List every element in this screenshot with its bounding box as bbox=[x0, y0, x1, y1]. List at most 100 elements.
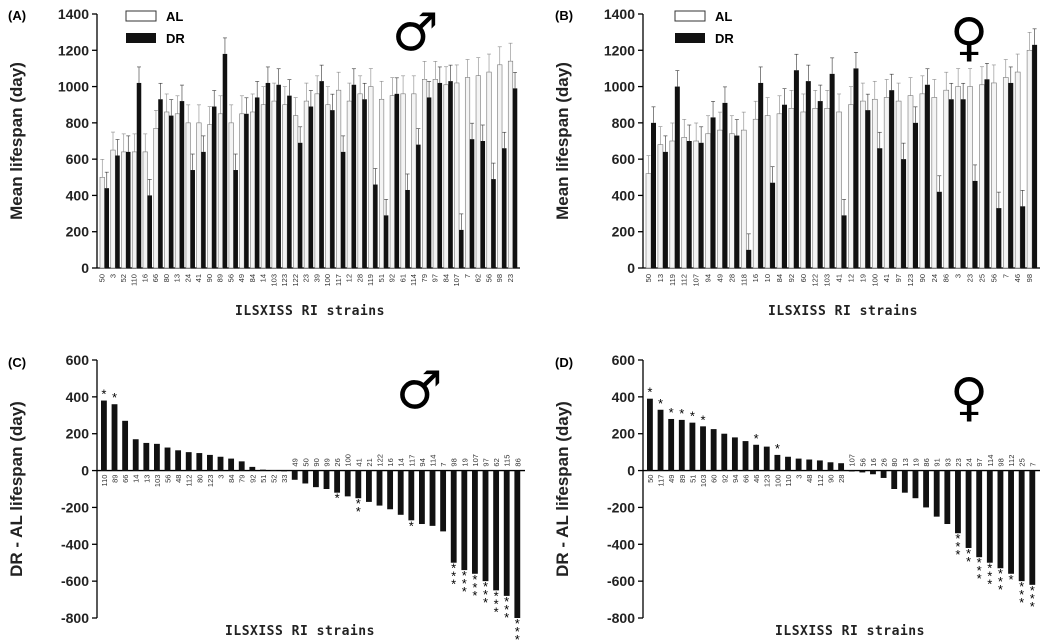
panel-4-bar bbox=[838, 463, 845, 471]
panel-4-bar bbox=[923, 470, 930, 508]
panel-2-legend-al-swatch bbox=[674, 10, 706, 22]
panel-3-y-tick-label: -800 bbox=[61, 610, 89, 626]
panel-3-bar bbox=[334, 470, 341, 493]
panel-3-significance-star: * bbox=[335, 491, 340, 506]
panel-2-category-label: 92 bbox=[787, 274, 796, 282]
panel-1-bar-dr bbox=[405, 189, 410, 268]
panel-3-category-label: 14 bbox=[397, 458, 406, 466]
panel-2-category-label: 41 bbox=[882, 274, 891, 282]
panel-3-bar bbox=[111, 404, 118, 471]
panel-3-significance-star: * bbox=[356, 504, 361, 519]
panel-2-bar-al bbox=[895, 100, 902, 269]
panel-2-category-label: 50 bbox=[644, 274, 653, 282]
panel-1-bar-al bbox=[443, 84, 449, 269]
panel-1-category-label: 84 bbox=[441, 274, 450, 282]
panel-4-category-label: 103 bbox=[699, 475, 708, 488]
panel-4-significance-star: * bbox=[955, 531, 960, 546]
panel-4-significance-star: * bbox=[700, 412, 705, 427]
panel-2-category-label: 7 bbox=[1001, 274, 1010, 278]
panel-2-category-label: 60 bbox=[799, 274, 808, 282]
panel-3-bar bbox=[228, 458, 235, 471]
panel-3-bar bbox=[281, 470, 288, 472]
panel-1-category-label: 98 bbox=[495, 274, 504, 282]
panel-2-y-tick-label: 1200 bbox=[604, 42, 635, 58]
panel-1-bar-dr bbox=[351, 84, 357, 268]
panel-4-category-label: 98 bbox=[996, 458, 1005, 466]
panel-3-bar bbox=[175, 450, 182, 471]
panel-4-significance-star: * bbox=[977, 571, 982, 586]
panel-3-bar bbox=[355, 470, 362, 499]
panel-3-category-label: 26 bbox=[333, 458, 342, 466]
panel-3-significance-star: * bbox=[494, 596, 499, 611]
panel-1-bar-al bbox=[400, 93, 406, 269]
panel-2-bar-dr bbox=[972, 180, 978, 268]
panel-3-significance-star: * bbox=[515, 616, 520, 631]
panel-1-bar-dr bbox=[201, 151, 206, 268]
panel-4-category-label: 13 bbox=[901, 458, 910, 466]
panel-1-y-tick-label: 0 bbox=[81, 260, 89, 276]
panel-3-category-label: 90 bbox=[312, 458, 321, 466]
panel-1-category-label: 51 bbox=[377, 274, 386, 282]
panel-1-category-label: 89 bbox=[216, 274, 225, 282]
panel-4-bar bbox=[785, 456, 791, 471]
panel-3-significance-star: * bbox=[494, 588, 499, 603]
panel-4-significance-star: * bbox=[647, 385, 652, 400]
panel-4-bar bbox=[1008, 470, 1014, 574]
panel-2-bar-al bbox=[919, 93, 926, 269]
panel-2-bar-al bbox=[776, 113, 783, 269]
panel-3-category-label: 48 bbox=[174, 475, 183, 483]
panel-3-significance-star: * bbox=[112, 390, 117, 405]
panel-1-bar-dr bbox=[233, 170, 238, 268]
panel-2-category-label: 19 bbox=[858, 274, 867, 282]
panel-1-bar-dr bbox=[147, 195, 152, 268]
panel-1-bar-al bbox=[497, 64, 503, 269]
panel-3-category-label: 92 bbox=[248, 475, 257, 483]
panel-1-bar-dr bbox=[190, 170, 195, 268]
panel-1-bar-al bbox=[368, 86, 374, 269]
panel-4-category-label: 28 bbox=[837, 475, 846, 483]
panel-2-legend-dr-swatch bbox=[675, 33, 705, 43]
panel-3-bar bbox=[122, 420, 129, 471]
panel-1-bar-dr bbox=[373, 184, 378, 268]
panel-2-bar-dr bbox=[722, 102, 728, 269]
panel-3-category-label: 86 bbox=[513, 458, 522, 466]
panel-3-bar bbox=[387, 470, 394, 510]
panel-1-bar-dr bbox=[136, 82, 142, 268]
panel-2-category-label: 56 bbox=[989, 274, 998, 282]
panel-2-category-label: 10 bbox=[763, 274, 772, 282]
panel-3-bar bbox=[323, 470, 330, 489]
panel-4-y-tick-label: -200 bbox=[607, 499, 635, 515]
panel-4-panel-label: (D) bbox=[555, 355, 573, 370]
panel-3-significance-star: * bbox=[451, 569, 456, 584]
panel-1-category-label: 7 bbox=[463, 274, 472, 278]
panel-3-bar bbox=[185, 452, 192, 471]
panel-3-significance-star: * bbox=[356, 496, 361, 511]
panel-3-sex-symbol: ♂ bbox=[396, 361, 443, 421]
panel-3-significance-star: * bbox=[101, 387, 106, 402]
panel-3-category-label: 41 bbox=[354, 458, 363, 466]
panel-2-y-axis-label: Mean lifespan (day) bbox=[553, 62, 572, 220]
panel-2-category-label: 28 bbox=[727, 274, 736, 282]
panel-4-bar bbox=[731, 437, 738, 471]
panel-2-bar-al bbox=[943, 89, 950, 269]
panel-3-y-tick-label: -400 bbox=[61, 536, 89, 552]
panel-1-bar-al bbox=[282, 104, 288, 269]
panel-1-bar-al bbox=[454, 82, 460, 269]
panel-4-significance-star: * bbox=[679, 406, 684, 421]
panel-3-bar bbox=[440, 470, 447, 532]
panel-3-panel-label: (C) bbox=[8, 355, 26, 370]
panel-1-bar-al bbox=[432, 79, 438, 269]
panel-1-bar-al bbox=[217, 113, 223, 269]
panel-3-category-label: 50 bbox=[301, 458, 310, 466]
panel-1-category-label: 61 bbox=[398, 274, 407, 282]
panel-1-category-label: 123 bbox=[280, 274, 289, 287]
panel-1-bar-dr bbox=[512, 88, 518, 268]
panel-2-bar-al bbox=[955, 86, 961, 269]
panel-3-bar bbox=[429, 470, 436, 526]
panel-2-bar-dr bbox=[1020, 206, 1026, 268]
panel-3-category-label: 112 bbox=[185, 475, 194, 487]
panel-4-significance-star: * bbox=[658, 396, 663, 411]
panel-3-bar bbox=[461, 470, 468, 571]
panel-4-category-label: 60 bbox=[710, 475, 719, 483]
panel-4-category-label: 94 bbox=[731, 475, 740, 483]
